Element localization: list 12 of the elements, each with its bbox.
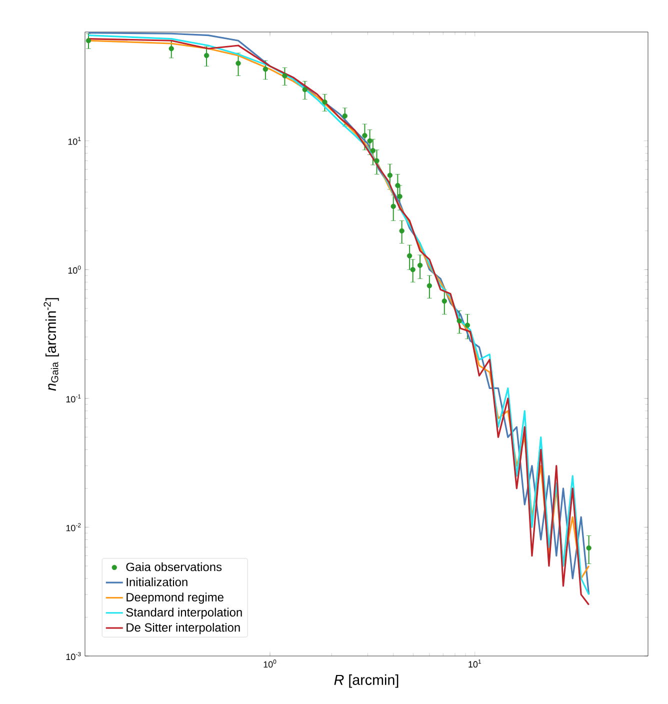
legend-label: Initialization [126,578,188,586]
x-axis-title: R [arcmin] [334,674,398,688]
legend-label: Gaia observations [126,562,222,572]
legend-label: De Sitter interpolation [126,622,240,634]
legend-label: Deepmond regime [126,592,224,604]
legend-label: Standard interpolation [126,608,242,619]
y-tick-label: 10$^{-1}$ [66,394,81,402]
y-tick-label: 10$^{1}$ [68,136,81,145]
y-tick-label: 10$^{-3}$ [66,652,81,660]
y-tick-label: 10$^{0}$ [68,266,81,274]
y-axis-title: n$_{Gaia}$ [arcmin$^{-2}$] [44,298,59,391]
y-tick-label: 10$^{-2}$ [66,523,81,532]
